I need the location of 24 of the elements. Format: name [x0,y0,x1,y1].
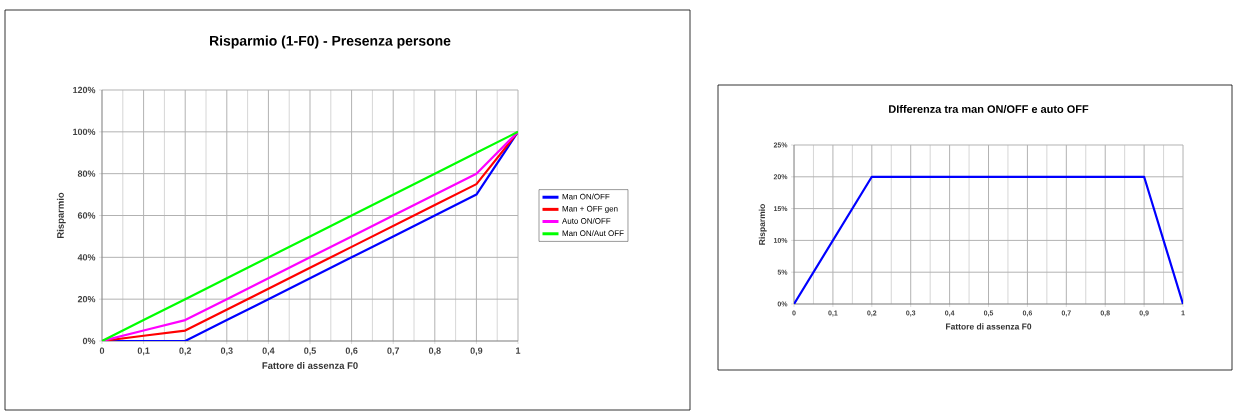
x-tick-label: 0,9 [470,347,483,356]
x-tick-label: 0,3 [220,347,233,356]
y-axis-title: Risparmio [758,204,767,245]
y-tick-label: 40% [77,254,96,261]
x-tick-label: 0,6 [345,347,358,356]
x-axis-title: Fattore di assenza F0 [946,323,1032,330]
y-tick-label: 100% [73,128,96,136]
x-tick-label: 0,5 [304,347,316,356]
x-tick-label: 0,7 [387,347,400,356]
y-tick-label: 0% [82,337,96,345]
x-tick-label: 0,2 [179,347,192,356]
x-tick-label: 1 [516,347,521,354]
x-tick-label: 0 [99,347,105,354]
y-tick-label: 120% [73,86,96,94]
x-tick-label: 0,8 [428,347,441,356]
y-tick-label: 20% [77,295,96,303]
chart-title: DIfferenza tra man ON/OFF e auto OFF [889,104,1089,114]
x-tick-label: 0,4 [262,347,275,356]
chart-title: Risparmio (1-F0) - Presenza persone [210,35,451,49]
y-tick-label: 80% [77,170,96,177]
y-tick-label: 60% [77,212,96,219]
x-tick-label: 0,1 [137,347,150,356]
y-axis-title: Risparmio [56,192,66,238]
x-axis-title: Fattore di assenza F0 [262,362,358,369]
